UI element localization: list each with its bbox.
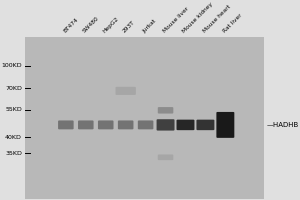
Text: —HADHB: —HADHB: [266, 122, 299, 128]
FancyBboxPatch shape: [58, 120, 74, 129]
FancyBboxPatch shape: [158, 154, 173, 160]
Text: 293T: 293T: [122, 20, 136, 34]
FancyBboxPatch shape: [98, 120, 113, 129]
FancyBboxPatch shape: [116, 87, 136, 95]
FancyBboxPatch shape: [216, 112, 234, 138]
Text: 40KD: 40KD: [5, 135, 22, 140]
Text: SW480: SW480: [82, 16, 100, 34]
Text: BT474: BT474: [62, 17, 79, 34]
Text: Mouse liver: Mouse liver: [162, 6, 190, 34]
FancyBboxPatch shape: [176, 120, 194, 130]
FancyBboxPatch shape: [138, 120, 153, 129]
Text: 100KD: 100KD: [2, 63, 22, 68]
FancyBboxPatch shape: [157, 119, 175, 131]
Text: Mouse heart: Mouse heart: [202, 4, 232, 34]
Text: HepG2: HepG2: [102, 16, 120, 34]
Text: Rat liver: Rat liver: [222, 13, 243, 34]
Text: 70KD: 70KD: [5, 86, 22, 91]
Text: Jurkat: Jurkat: [142, 18, 158, 34]
Text: 55KD: 55KD: [5, 107, 22, 112]
FancyBboxPatch shape: [158, 107, 173, 114]
Text: 35KD: 35KD: [5, 151, 22, 156]
FancyBboxPatch shape: [196, 120, 214, 130]
Text: Mouse kidney: Mouse kidney: [182, 1, 214, 34]
FancyBboxPatch shape: [118, 120, 134, 129]
FancyBboxPatch shape: [78, 120, 94, 129]
